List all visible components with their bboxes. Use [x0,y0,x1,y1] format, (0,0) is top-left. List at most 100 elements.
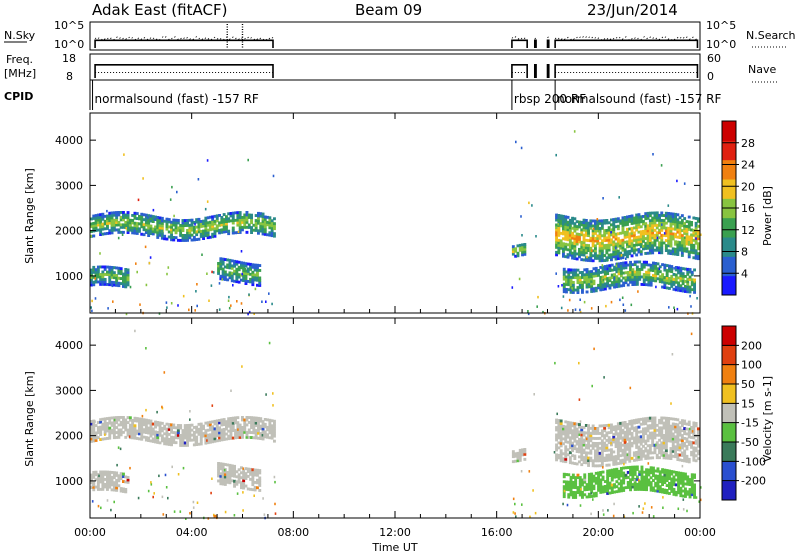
cell [616,422,620,426]
cell [94,270,98,274]
cell [568,428,572,432]
cell [626,227,629,231]
cell [690,443,693,447]
cell [610,276,614,279]
scatter-cell [602,197,604,200]
cell [117,416,121,419]
cell [571,231,574,235]
cell [688,285,692,289]
cell [568,421,572,425]
cell [671,235,675,238]
cell [628,420,632,423]
cell [119,472,123,476]
cell [99,213,103,217]
cell [238,218,242,222]
cell [582,451,586,454]
cell [559,217,563,220]
cell [587,459,590,462]
cell [679,284,683,288]
colorbar-step-2 [722,442,736,462]
cell [635,456,639,459]
cell [660,228,664,232]
cell [684,472,687,476]
cell [564,220,568,224]
cell [240,486,243,490]
cell [110,275,114,279]
cell [688,495,692,499]
cell [108,434,112,438]
nsky-point [137,37,140,40]
cell [589,431,593,435]
cell [208,225,212,229]
ytick-label-1: 2000 [55,225,83,238]
cell [667,226,671,230]
cell [592,494,596,498]
cell [670,270,674,273]
cell [680,439,684,442]
cell [598,249,602,253]
cell [621,218,625,222]
velocity-marks [90,329,702,520]
cell [685,427,689,431]
cell [94,226,98,230]
cell [195,440,199,444]
cell [511,247,515,251]
cell [575,252,579,256]
scatter-cell [240,250,243,253]
cell [195,238,199,241]
cell [92,480,96,484]
cell [211,432,215,436]
cell [648,251,652,255]
cell [119,416,123,419]
cell [106,265,109,269]
cell [221,482,225,486]
cell [584,431,588,435]
cell [149,432,153,435]
cell [589,449,593,453]
cell [108,480,112,484]
cell [222,433,226,436]
cell [645,270,648,274]
cell [179,234,183,237]
cell [573,432,577,436]
scatter-cell [555,153,557,157]
freq-segment-0 [94,64,274,78]
cell [233,262,236,266]
cell [651,436,655,440]
cell [694,239,698,243]
cell [144,223,148,227]
cell [131,434,135,437]
cell [655,433,659,437]
cell [648,244,652,247]
cell [204,221,208,225]
cell [676,423,680,427]
cell [566,425,570,429]
cell [580,233,584,237]
scatter-cell [615,264,618,268]
cell [652,266,655,270]
cell [523,450,527,454]
cell [596,222,600,225]
cell [254,229,258,232]
cell [630,419,634,423]
cell [181,221,185,225]
scatter-cell [647,462,650,465]
cell [605,248,609,252]
cell [619,434,623,438]
cell [562,275,566,279]
cell [692,233,696,237]
cell [635,453,639,457]
cell [619,479,623,483]
cell [115,221,119,224]
cell [646,439,650,443]
cell [669,454,673,458]
cell [236,436,240,439]
cell [215,214,219,218]
cell [186,229,189,232]
cell [655,211,659,215]
cell [511,252,515,256]
cell [103,417,107,421]
cell [690,493,694,497]
cell [605,458,609,462]
cell [103,473,107,476]
